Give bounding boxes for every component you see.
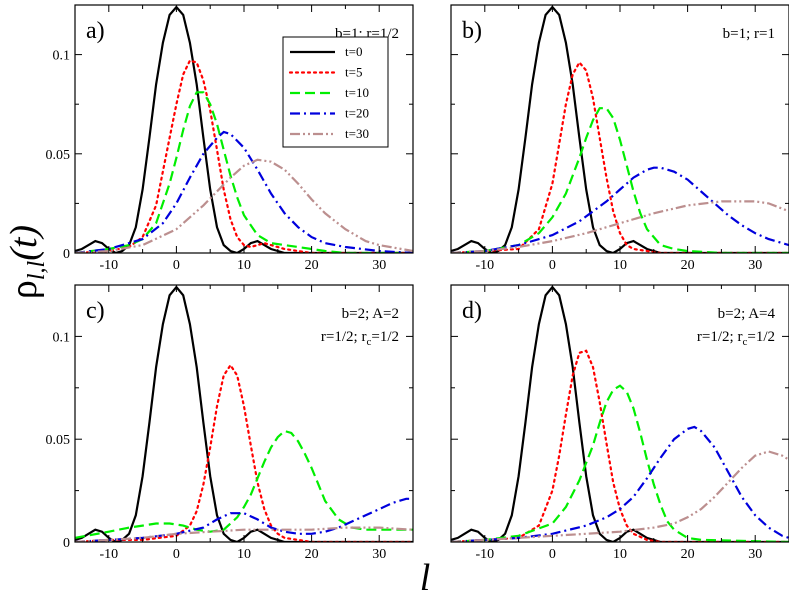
series-line-t-30 <box>451 200 789 253</box>
x-tick-label: 10 <box>613 258 627 273</box>
y-axis-label-subscript: l,l <box>24 260 50 280</box>
x-tick-label: 20 <box>305 258 319 273</box>
x-tick-label: 30 <box>748 547 762 562</box>
panel-annotation: r=1/2; rc=1/2 <box>321 329 399 348</box>
series-line-t-20 <box>75 130 413 253</box>
y-tick-label: 0.05 <box>46 148 71 163</box>
series-line-t-30 <box>75 158 413 253</box>
y-tick-label: 0.1 <box>53 49 71 64</box>
series-line-t-10 <box>451 384 789 542</box>
y-tick-label: 0 <box>63 536 70 551</box>
panel-annotation: b=2; A=2 <box>342 306 399 322</box>
panel-label: c) <box>86 298 105 324</box>
series-line-t-5 <box>451 349 789 542</box>
panel-2: -10 0 10 20 30 0 0.05 0.1 c) b=2; A=2 r=1/2; rc=1/… <box>46 284 414 562</box>
x-tick-label: 0 <box>549 258 556 273</box>
series-line-t-10 <box>75 91 413 253</box>
y-axis-label: ρl,l(t) <box>3 225 50 299</box>
x-tick-label: 30 <box>372 547 386 562</box>
y-axis-label-symbol: ρ <box>3 280 45 299</box>
series-line-t-5 <box>451 60 789 253</box>
x-tick-label: 20 <box>681 547 695 562</box>
x-tick-label: 10 <box>237 258 251 273</box>
series-line-t-0 <box>75 5 413 253</box>
axes-frame <box>74 284 414 543</box>
panel-3: -10 0 10 20 30 d) b=2; A=4 r=1/2; rc=1/2 <box>450 284 789 562</box>
x-tick-label: -10 <box>99 547 118 562</box>
series-line-t-10 <box>451 107 789 253</box>
series-line-t-5 <box>75 59 413 253</box>
y-tick-label: 0.1 <box>53 330 71 345</box>
x-tick-label: -10 <box>475 258 494 273</box>
x-tick-label: 0 <box>173 547 180 562</box>
panel-label: b) <box>462 18 482 44</box>
panel-label: a) <box>86 18 105 44</box>
x-tick-label: 10 <box>613 547 627 562</box>
x-tick-label: -10 <box>99 258 118 273</box>
series-line-t-10 <box>75 429 413 539</box>
panel-annotation: r=1/2; rc=1/2 <box>697 329 775 348</box>
legend-label: t=30 <box>345 126 369 141</box>
x-tick-label: 30 <box>748 258 762 273</box>
x-tick-label: 0 <box>549 547 556 562</box>
axes-frame <box>450 4 789 254</box>
legend-box <box>282 36 389 148</box>
y-tick-label: 0.05 <box>46 433 71 448</box>
series-line-t-30 <box>451 450 789 542</box>
y-axis-label-paren: (t) <box>3 225 45 261</box>
x-tick-label: 10 <box>237 547 251 562</box>
x-tick-label: 0 <box>173 258 180 273</box>
x-tick-label: 20 <box>305 547 319 562</box>
panel-annotation: b=2; A=4 <box>718 306 776 322</box>
series-line-t-20 <box>451 425 789 542</box>
series-line-t-5 <box>75 363 413 542</box>
series-line-t-30 <box>75 526 413 542</box>
panel-1: -10 0 10 20 30 b) b=1; r=1 <box>450 4 789 273</box>
legend-label: t=20 <box>345 106 369 121</box>
panel-annotation: b=1; r=1 <box>723 26 775 42</box>
legend-label: t=10 <box>345 85 369 100</box>
series-line-t-0 <box>451 285 789 542</box>
y-tick-label: 0 <box>63 247 70 262</box>
series-line-t-20 <box>451 166 789 253</box>
legend-label: t=0 <box>345 44 362 59</box>
series-line-t-0 <box>75 285 413 542</box>
x-tick-label: 20 <box>681 258 695 273</box>
panel-label: d) <box>462 298 482 324</box>
x-tick-label: 30 <box>372 258 386 273</box>
x-tick-label: -10 <box>475 547 494 562</box>
series-line-t-0 <box>451 5 789 253</box>
axes-frame <box>450 284 789 543</box>
legend-label: t=5 <box>345 65 362 80</box>
x-axis-label: l <box>420 557 431 599</box>
